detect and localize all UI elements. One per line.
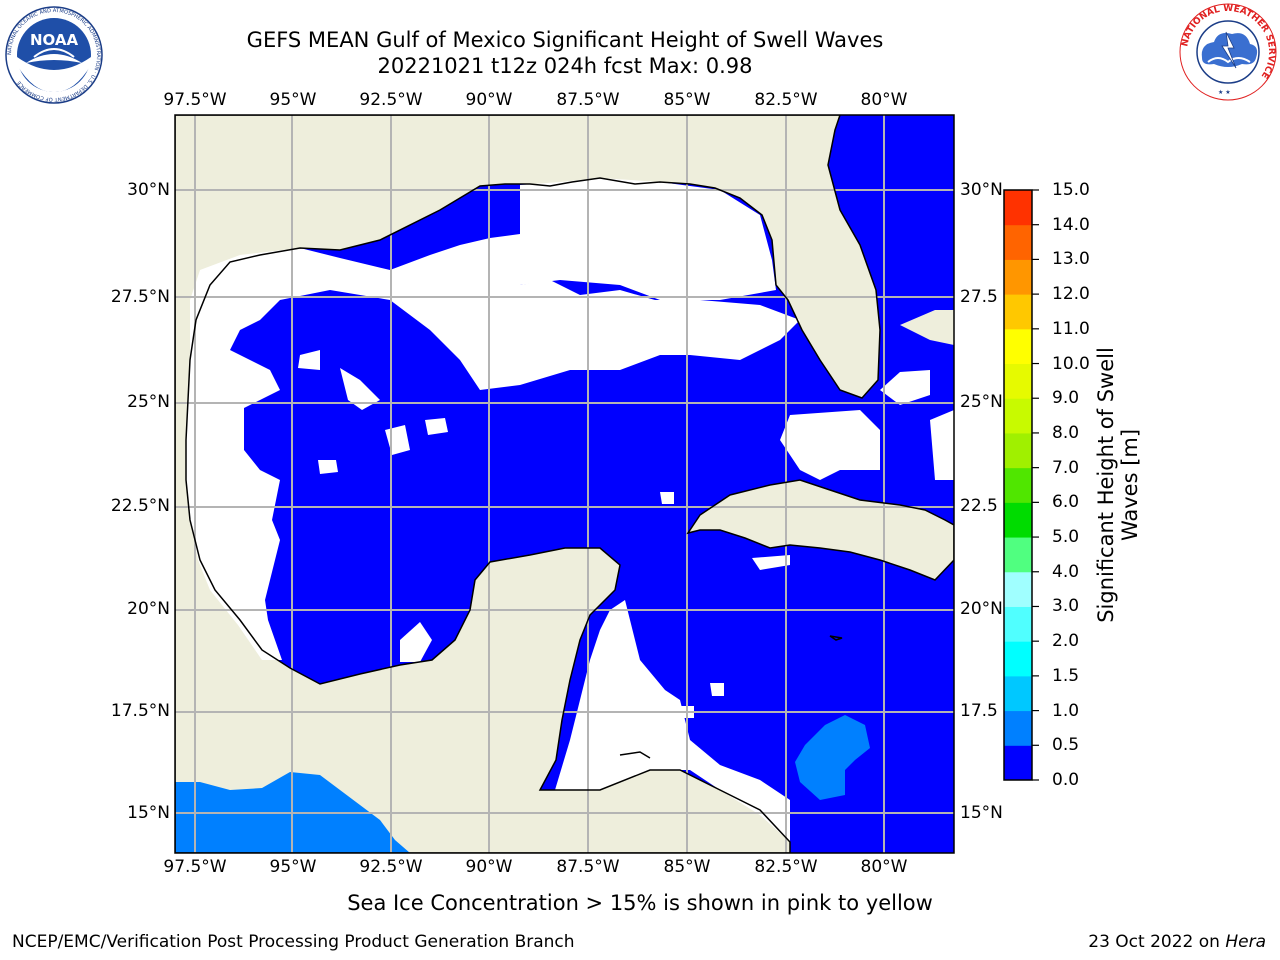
lon-label: 87.5°W [556, 90, 620, 110]
colorbar-segment [1004, 432, 1032, 469]
gridlines [175, 115, 954, 853]
colorbar-tick-label: 9.0 [1052, 388, 1080, 409]
lon-label: 92.5°W [359, 90, 423, 110]
lat-label: 25°N [127, 392, 170, 412]
colorbar-segment [1004, 745, 1032, 781]
lon-label: 82.5°W [754, 90, 818, 110]
no-data-region [186, 178, 954, 842]
colorbar-tick-label: 5.0 [1052, 527, 1080, 548]
lon-label: 80°W [860, 90, 908, 110]
colorbar-tick-label: 15.0 [1052, 180, 1090, 200]
lon-label: 82.5°W [754, 857, 818, 877]
coastline [175, 115, 954, 853]
colorbar-tick-label: 1.0 [1052, 700, 1080, 721]
colorbar-tick-label: 8.0 [1052, 422, 1080, 443]
lat-label: 22.5 [960, 496, 998, 516]
colorbar-segment [1004, 363, 1032, 399]
lat-label: 15°N [127, 803, 170, 823]
credit-date: 23 Oct 2022 on Hera [1088, 932, 1266, 952]
colorbar-tick-label: 0.5 [1052, 735, 1080, 756]
map-frame [174, 114, 955, 854]
colorbar-segment [1004, 606, 1032, 642]
sea-ice-note: Sea Ice Concentration > 15% is shown in … [347, 891, 933, 915]
colorbar-tick-label: 1.5 [1052, 665, 1080, 686]
colorbar-tick-label: 6.0 [1052, 492, 1080, 513]
lon-label: 95°W [269, 90, 317, 110]
lon-label: 87.5°W [556, 857, 620, 877]
colorbar-tick-label: 3.0 [1052, 596, 1080, 617]
lat-label: 17.5°N [110, 701, 170, 721]
colorbar-tick-label: 14.0 [1052, 214, 1090, 235]
colorbar-tick-label: 10.0 [1052, 353, 1090, 374]
colorbar-segment [1004, 641, 1032, 677]
land [175, 115, 954, 853]
lat-label: 22.5°N [110, 496, 170, 516]
lon-label: 95°W [269, 857, 317, 877]
colorbar-tick-label: 12.0 [1052, 284, 1090, 305]
colorbar-segment [1004, 224, 1032, 260]
colorbar-tick-label: 0.0 [1052, 770, 1080, 790]
colorbar-segment [1004, 294, 1032, 330]
lat-label: 27.5°N [110, 287, 170, 307]
nws-logo: NATIONAL WEATHER SERVICE ★ ★ [1179, 3, 1277, 101]
lat-label: 25°N [960, 392, 1003, 412]
noaa-logo-text: NOAA [30, 31, 79, 49]
colorbar-tick-label: 13.0 [1052, 249, 1090, 270]
colorbar-segment [1004, 398, 1032, 434]
colorbar-label-line1: Significant Height of Swell [1094, 347, 1118, 623]
colorbar-segment [1004, 190, 1032, 226]
lat-label: 30°N [960, 180, 1003, 200]
noaa-logo: NATIONAL OCEANIC AND ATMOSPHERIC ADMINIS… [5, 6, 103, 104]
lat-label: 17.5 [960, 701, 998, 721]
lon-label: 85°W [663, 90, 711, 110]
chart-subtitle: 20221021 t12z 024h fcst Max: 0.98 [377, 54, 753, 78]
colorbar-tick-label: 7.0 [1052, 457, 1080, 478]
colorbar [1003, 189, 1039, 781]
lat-label: 30°N [127, 180, 170, 200]
colorbar-segment [1004, 502, 1032, 538]
lon-label: 80°W [860, 857, 908, 877]
colorbar-segment [1004, 259, 1032, 295]
colorbar-label: Significant Height of Swell Waves [m] [1094, 347, 1142, 623]
colorbar-tick-label: 2.0 [1052, 631, 1080, 652]
colorbar-segment [1004, 537, 1032, 573]
lon-label: 97.5°W [163, 857, 227, 877]
colorbar-segment [1004, 675, 1032, 712]
lon-label: 85°W [663, 857, 711, 877]
credit-date-text: 23 Oct 2022 on [1088, 932, 1220, 952]
colorbar-tick-label: 11.0 [1052, 318, 1090, 339]
colorbar-frame [1003, 189, 1033, 781]
colorbar-segment [1004, 467, 1032, 503]
credit-host: Hera [1225, 932, 1266, 952]
svg-text:★ ★: ★ ★ [1218, 89, 1231, 96]
lat-label: 20°N [127, 599, 170, 619]
credit-branch: NCEP/EMC/Verification Post Processing Pr… [12, 932, 575, 952]
lon-label: 92.5°W [359, 857, 423, 877]
lon-label: 90°W [465, 857, 513, 877]
colorbar-segment [1004, 328, 1032, 365]
lat-label: 27.5 [960, 287, 998, 307]
colorbar-segment [1004, 710, 1032, 746]
chart-title: GEFS MEAN Gulf of Mexico Significant Hei… [246, 28, 884, 52]
lat-label: 15°N [960, 803, 1003, 823]
lat-label: 20°N [960, 599, 1003, 619]
colorbar-tick-label: 4.0 [1052, 561, 1080, 582]
colorbar-label-line2: Waves [m] [1118, 428, 1142, 542]
colorbar-segment [1004, 571, 1032, 607]
lon-label: 97.5°W [163, 90, 227, 110]
lon-label: 90°W [465, 90, 513, 110]
